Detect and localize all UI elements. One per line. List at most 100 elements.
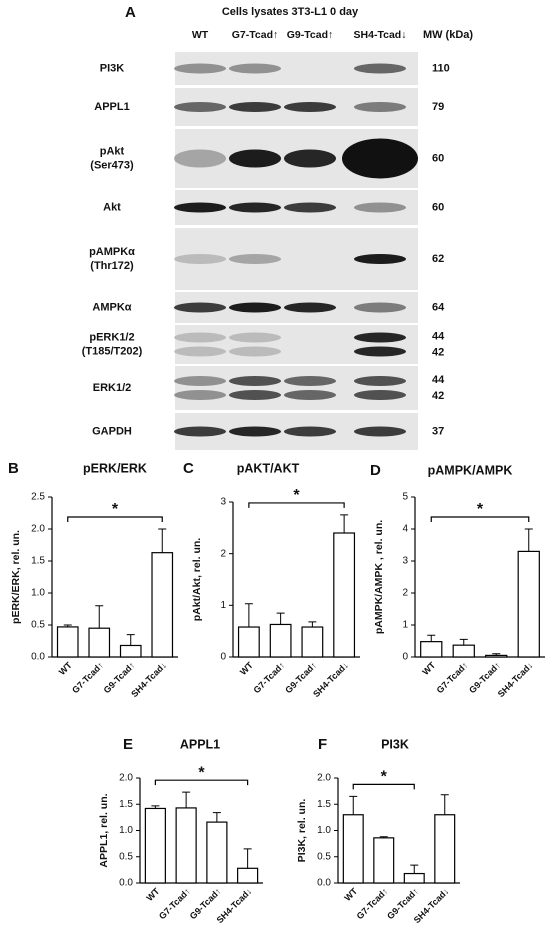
panel-label: B <box>8 460 19 477</box>
band <box>284 202 336 213</box>
bar <box>333 532 356 658</box>
row-label: (Thr172) <box>90 260 134 272</box>
error-bar <box>340 514 349 533</box>
y-tick-label: 2 <box>220 548 226 559</box>
y-tick-label: 0.0 <box>31 652 45 663</box>
bar <box>206 821 228 884</box>
y-tick-label: 0 <box>402 652 408 663</box>
error-bar <box>524 528 533 552</box>
bar <box>237 626 260 658</box>
band <box>229 332 281 343</box>
y-tick-label: 1.0 <box>119 825 133 836</box>
y-tick-label: 2.0 <box>119 773 133 784</box>
band <box>174 376 226 386</box>
row-label: APPL1 <box>94 101 129 113</box>
chart-title: APPL1 <box>180 737 220 751</box>
bar <box>144 807 166 884</box>
band <box>354 346 406 357</box>
bar <box>301 626 324 658</box>
lane-label: G9-Tcad↑ <box>287 29 333 41</box>
band <box>342 138 418 179</box>
x-tick-label: WT <box>238 660 255 677</box>
error-bar <box>440 794 449 815</box>
row-label: (T185/T202) <box>82 345 143 357</box>
band <box>229 376 281 386</box>
x-tick-label: SH4-Tcad↓ <box>496 660 535 699</box>
error-bar <box>349 795 358 815</box>
y-tick-label: 1.0 <box>31 588 45 599</box>
band <box>284 376 336 386</box>
mw-label: 64 <box>432 301 445 313</box>
row-label: Akt <box>103 201 121 213</box>
mw-header: MW (kDa) <box>423 29 473 41</box>
y-axis-label: pERK/ERK, rel. un. <box>10 530 22 624</box>
band <box>284 390 336 400</box>
significance-label: * <box>293 487 300 504</box>
error-bar <box>243 848 252 869</box>
mw-label: 42 <box>432 390 444 402</box>
bar <box>420 641 443 658</box>
y-tick-label: 0.0 <box>119 878 133 889</box>
bar <box>151 552 174 658</box>
bar <box>434 814 456 884</box>
band <box>229 149 281 168</box>
band <box>174 254 226 264</box>
band <box>229 202 281 213</box>
panel-label: D <box>370 462 381 479</box>
lane-label: SH4-Tcad↓ <box>354 29 407 41</box>
x-tick-label: G7-Tcad↑ <box>355 886 390 921</box>
y-axis-label: APPL1, rel. un. <box>98 793 110 867</box>
mw-label: 60 <box>432 152 444 164</box>
y-tick-label: 1.5 <box>31 556 45 567</box>
error-bar <box>95 605 104 629</box>
y-tick-label: 5 <box>402 492 408 503</box>
band <box>354 63 406 74</box>
band <box>174 302 226 313</box>
band <box>284 149 336 168</box>
lane-label: WT <box>192 29 209 41</box>
y-tick-label: 1 <box>402 620 408 631</box>
error-bar <box>151 805 160 809</box>
mw-label: 110 <box>432 62 450 74</box>
bar <box>517 550 540 658</box>
significance-bracket <box>430 516 530 522</box>
band <box>229 102 281 112</box>
significance-label: * <box>112 501 119 518</box>
y-tick-label: 1 <box>220 600 226 611</box>
row-label: GAPDH <box>92 425 132 437</box>
band <box>354 102 406 112</box>
mw-label: 37 <box>432 425 444 437</box>
y-tick-label: 0 <box>220 652 226 663</box>
row-label: pAkt <box>100 145 125 157</box>
band <box>229 302 281 313</box>
panel-label: F <box>318 736 327 753</box>
x-tick-label: G7-Tcad↑ <box>435 660 470 695</box>
band <box>354 254 406 264</box>
error-bar <box>459 638 468 646</box>
mw-label: 44 <box>432 374 445 386</box>
band <box>174 202 226 213</box>
band <box>174 149 226 168</box>
bar <box>485 654 508 658</box>
error-bar <box>126 634 135 646</box>
error-bar <box>379 836 388 838</box>
band <box>174 102 226 112</box>
error-bar <box>212 812 221 823</box>
y-tick-label: 0.0 <box>317 878 331 889</box>
y-tick-label: 0.5 <box>317 851 331 862</box>
bar <box>175 807 197 884</box>
row-label: pAMPKα <box>89 246 135 258</box>
error-bar <box>410 864 419 874</box>
x-tick-label: WT <box>342 886 359 903</box>
band <box>284 302 336 313</box>
y-tick-label: 3 <box>220 497 226 508</box>
error-bar <box>492 653 501 656</box>
band <box>229 390 281 400</box>
band <box>174 346 226 357</box>
chart-title: PI3K <box>381 737 409 751</box>
x-tick-label: G7-Tcad↑ <box>157 886 192 921</box>
chart-title: pAKT/AKT <box>237 461 300 475</box>
row-label: AMPKα <box>92 301 131 313</box>
y-tick-label: 2 <box>402 588 408 599</box>
